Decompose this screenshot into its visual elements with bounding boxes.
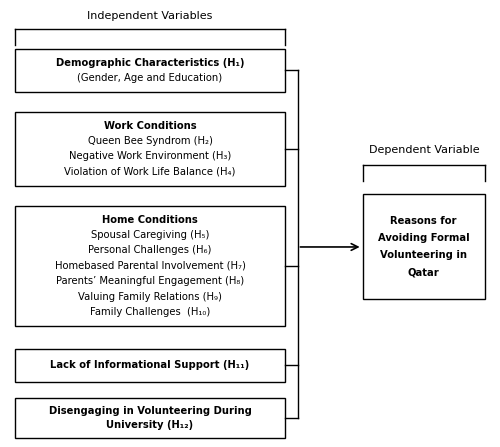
Text: Qatar: Qatar (408, 267, 440, 278)
Text: Lack of Informational Support (H₁₁): Lack of Informational Support (H₁₁) (50, 360, 250, 371)
Text: Parents’ Meaningful Engagement (H₈): Parents’ Meaningful Engagement (H₈) (56, 276, 244, 287)
Text: Dependent Variable: Dependent Variable (368, 145, 480, 155)
Bar (15, 398, 285, 438)
Text: Personal Challenges (H₆): Personal Challenges (H₆) (88, 245, 212, 256)
Text: Homebased Parental Involvement (H₇): Homebased Parental Involvement (H₇) (54, 261, 246, 271)
Bar (15, 349, 285, 382)
Text: Demographic Characteristics (H₁): Demographic Characteristics (H₁) (56, 58, 244, 68)
Text: Violation of Work Life Balance (H₄): Violation of Work Life Balance (H₄) (64, 167, 235, 177)
Bar (15, 112, 285, 186)
Text: Family Challenges  (H₁₀): Family Challenges (H₁₀) (90, 308, 210, 317)
Text: Avoiding Formal: Avoiding Formal (378, 233, 470, 244)
Text: Reasons for: Reasons for (390, 216, 457, 227)
Text: Queen Bee Syndrom (H₂): Queen Bee Syndrom (H₂) (88, 136, 212, 146)
Text: Spousal Caregiving (H₅): Spousal Caregiving (H₅) (91, 230, 209, 240)
Text: Independent Variables: Independent Variables (88, 11, 212, 21)
Text: Home Conditions: Home Conditions (102, 215, 198, 224)
Text: Negative Work Environment (H₃): Negative Work Environment (H₃) (69, 152, 231, 161)
Text: Volunteering in: Volunteering in (380, 250, 467, 261)
Text: Disengaging in Volunteering During: Disengaging in Volunteering During (48, 406, 252, 416)
Text: Work Conditions: Work Conditions (104, 121, 196, 131)
Bar (15, 49, 285, 92)
Text: University (H₁₂): University (H₁₂) (106, 420, 194, 430)
Bar (362, 194, 485, 299)
Bar (15, 206, 285, 326)
Text: Valuing Family Relations (H₉): Valuing Family Relations (H₉) (78, 292, 222, 302)
Text: (Gender, Age and Education): (Gender, Age and Education) (78, 73, 223, 83)
